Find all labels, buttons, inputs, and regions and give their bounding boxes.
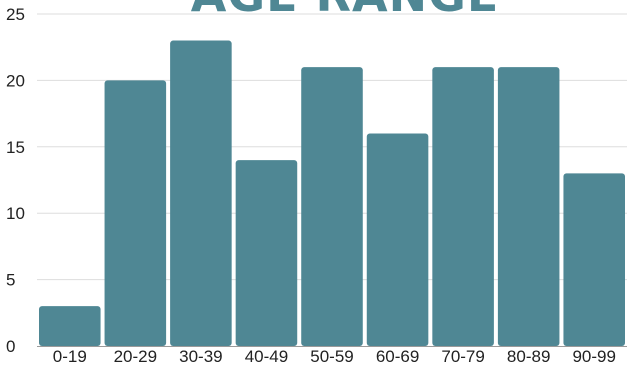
y-tick-label-5: 5 — [6, 271, 15, 290]
y-tick-label-20: 20 — [6, 71, 25, 90]
bar-50-59 — [301, 67, 363, 347]
y-tick-label-10: 10 — [6, 204, 25, 223]
bar-70-79 — [432, 67, 494, 347]
x-tick-label-80-89: 80-89 — [507, 347, 550, 366]
x-tick-label-90-99: 90-99 — [572, 347, 615, 366]
x-tick-label-30-39: 30-39 — [179, 347, 222, 366]
y-tick-label-25: 25 — [6, 5, 25, 24]
bar-0-19 — [39, 306, 101, 346]
x-tick-label-60-69: 60-69 — [376, 347, 419, 366]
bar-20-29 — [104, 80, 167, 347]
x-tick-label-20-29: 20-29 — [114, 347, 157, 366]
x-tick-label-0-19: 0-19 — [53, 347, 87, 366]
bar-60-69 — [366, 133, 429, 346]
bar-30-39 — [170, 40, 232, 347]
x-tick-label-50-59: 50-59 — [310, 347, 353, 366]
x-tick-label-70-79: 70-79 — [441, 347, 484, 366]
x-axis-tick-labels: 0-19 20-29 30-39 40-49 50-59 60-69 70-79 80-89 9… — [53, 347, 616, 366]
y-axis-tick-labels: 0 5 10 15 20 25 — [6, 5, 25, 356]
bar-80-89 — [497, 67, 560, 347]
chart-title: AGE RANGE — [191, 0, 500, 22]
bar-90-99 — [563, 173, 625, 346]
x-tick-label-40-49: 40-49 — [245, 347, 288, 366]
y-tick-label-0: 0 — [6, 337, 15, 356]
bar-40-49 — [235, 160, 298, 346]
y-tick-label-15: 15 — [6, 138, 25, 157]
bars — [39, 40, 625, 347]
